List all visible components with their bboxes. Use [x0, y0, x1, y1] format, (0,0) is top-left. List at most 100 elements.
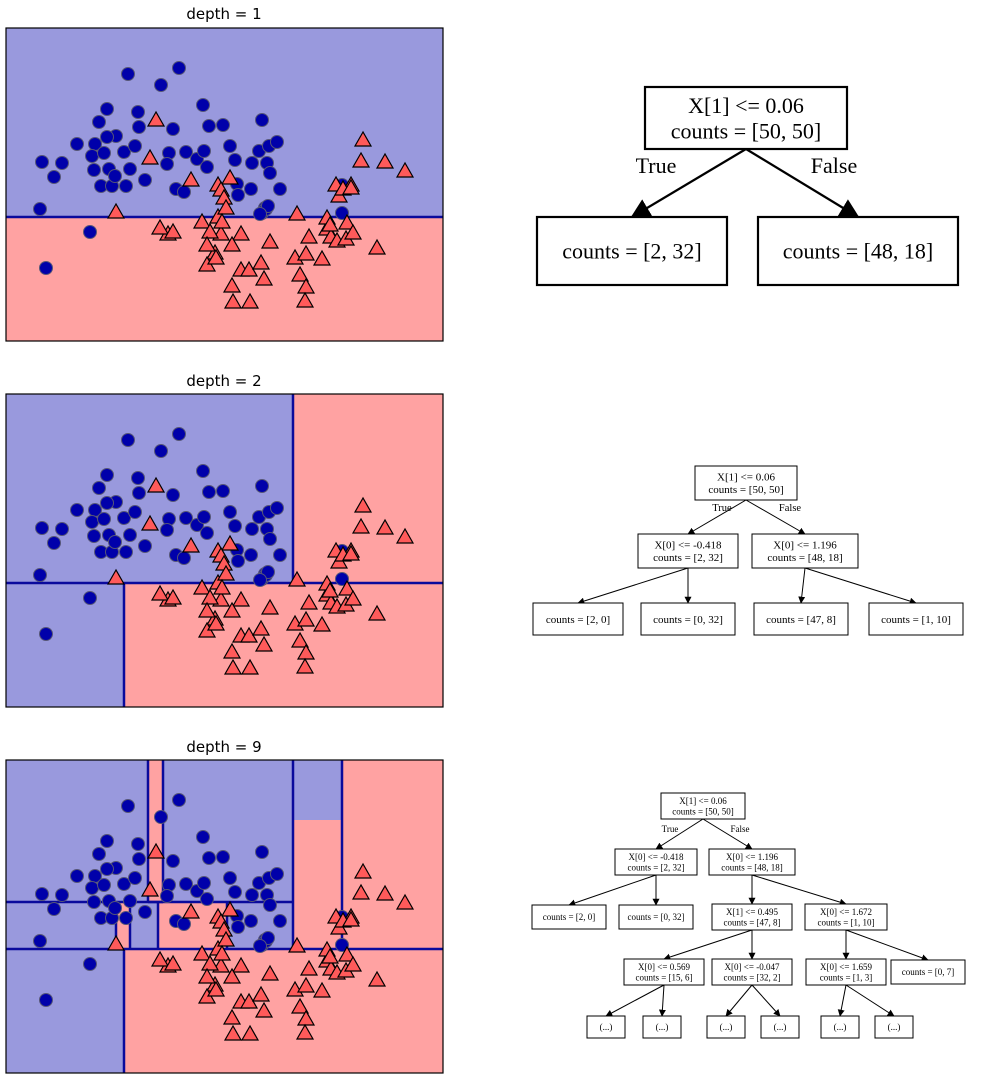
class-0-point	[128, 871, 142, 885]
class-0-point	[216, 484, 230, 498]
class-0-point	[335, 572, 349, 586]
class-1-point	[181, 170, 201, 187]
node-counts: counts = [32, 2]	[723, 972, 780, 982]
class-1-point	[222, 276, 242, 293]
class-0-point	[273, 914, 287, 928]
class-1-point	[367, 238, 387, 255]
class-0-point	[177, 917, 191, 931]
node-condition: X[0] <= 1.196	[773, 540, 837, 552]
class-0-point	[39, 993, 53, 1007]
node-counts: counts = [48, 18]	[721, 862, 783, 872]
class-1-point	[223, 292, 243, 309]
class-1-point	[260, 598, 280, 615]
tree-node: (...)	[820, 1015, 860, 1039]
panel-title: depth = 9	[186, 738, 261, 756]
class-0-point	[35, 155, 49, 169]
class-0-point	[196, 98, 210, 112]
tree-node: counts = [0, 32]	[640, 602, 736, 636]
class-1-point	[231, 224, 251, 241]
class-1-point	[150, 584, 170, 601]
class-0-point	[197, 144, 211, 158]
edge-label-true: True	[662, 824, 679, 834]
class-0-point	[270, 867, 284, 881]
node-counts: (...)	[720, 1022, 733, 1032]
panel-title: depth = 1	[186, 5, 261, 23]
node-counts: (...)	[774, 1022, 787, 1032]
class-1-point	[231, 956, 251, 973]
class-0-point	[39, 261, 53, 275]
class-1-point	[150, 218, 170, 235]
node-counts: counts = [15, 6]	[635, 972, 692, 982]
class-1-point	[251, 619, 271, 636]
class-1-point	[200, 588, 220, 605]
class-0-point	[47, 902, 61, 916]
class-0-point	[100, 496, 114, 510]
class-0-point	[179, 511, 193, 525]
class-1-point	[343, 223, 363, 240]
class-1-point	[395, 161, 415, 178]
class-1-point	[295, 1023, 315, 1040]
class-0-point	[119, 911, 133, 925]
panel-title: depth = 2	[186, 372, 261, 390]
class-0-point	[335, 938, 349, 952]
class-0-point	[197, 510, 211, 524]
class-0-point	[55, 156, 69, 170]
node-counts: counts = [50, 50]	[708, 484, 783, 496]
class-0-point	[87, 529, 101, 543]
class-1-point	[296, 643, 316, 660]
node-condition: X[0] <= 0.569	[638, 962, 690, 972]
tree-node: counts = [47, 8]	[753, 602, 849, 636]
class-1-point	[146, 110, 166, 127]
class-1-point	[260, 232, 280, 249]
class-1-point	[240, 292, 260, 309]
class-0-point	[70, 869, 84, 883]
node-counts: counts = [2, 32]	[653, 552, 723, 564]
class-0-point	[231, 554, 245, 568]
class-0-point	[92, 481, 106, 495]
node-condition: X[1] <= 0.06	[688, 93, 804, 118]
node-condition: X[0] <= 1.659	[820, 962, 872, 972]
class-1-point	[341, 178, 361, 195]
class-1-point	[222, 601, 242, 618]
class-0-point	[263, 532, 277, 546]
class-0-point	[123, 528, 137, 542]
class-1-point	[287, 936, 307, 953]
tree-edge	[745, 148, 860, 219]
class-0-point	[119, 545, 133, 559]
class-0-point	[253, 573, 267, 587]
edge-label-false: False	[779, 503, 802, 514]
class-1-point	[163, 954, 183, 971]
class-0-point	[35, 887, 49, 901]
class-1-point	[351, 151, 371, 168]
class-0-point	[335, 206, 349, 220]
class-0-point	[196, 830, 210, 844]
class-1-point	[343, 589, 363, 606]
class-0-point	[166, 488, 180, 502]
class-0-point	[33, 202, 47, 216]
class-1-point	[216, 930, 236, 947]
class-0-point	[117, 145, 131, 159]
class-1-point	[240, 1024, 260, 1041]
tree-node: counts = [0, 32]	[618, 904, 694, 930]
class-1-point	[299, 959, 319, 976]
class-0-point	[128, 139, 142, 153]
class-0-point	[108, 901, 122, 915]
class-0-point	[87, 895, 101, 909]
tree-edge	[605, 984, 665, 1017]
tree-node: counts = [0, 7]	[890, 959, 966, 985]
partition-plot	[5, 759, 444, 1074]
class-0-point	[200, 526, 214, 540]
class-1-point	[337, 579, 357, 596]
class-0-point	[39, 627, 53, 641]
class-0-point	[172, 427, 186, 441]
class-1-point	[296, 277, 316, 294]
